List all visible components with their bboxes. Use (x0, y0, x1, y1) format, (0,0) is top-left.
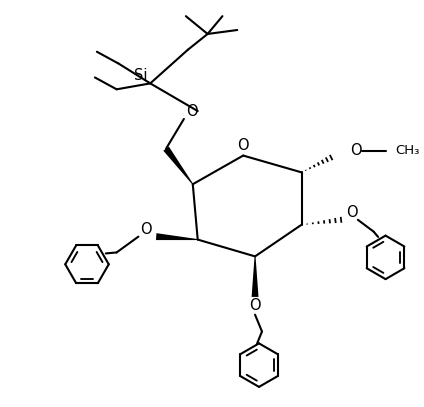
Text: O: O (186, 103, 198, 118)
Text: CH₃: CH₃ (396, 144, 420, 157)
Polygon shape (156, 233, 198, 240)
Text: O: O (140, 222, 152, 237)
Text: O: O (249, 298, 261, 313)
Text: O: O (237, 138, 249, 153)
Text: O: O (346, 206, 358, 221)
Polygon shape (251, 256, 259, 297)
Polygon shape (163, 147, 193, 184)
Text: O: O (350, 143, 362, 158)
Text: Si: Si (134, 68, 147, 83)
